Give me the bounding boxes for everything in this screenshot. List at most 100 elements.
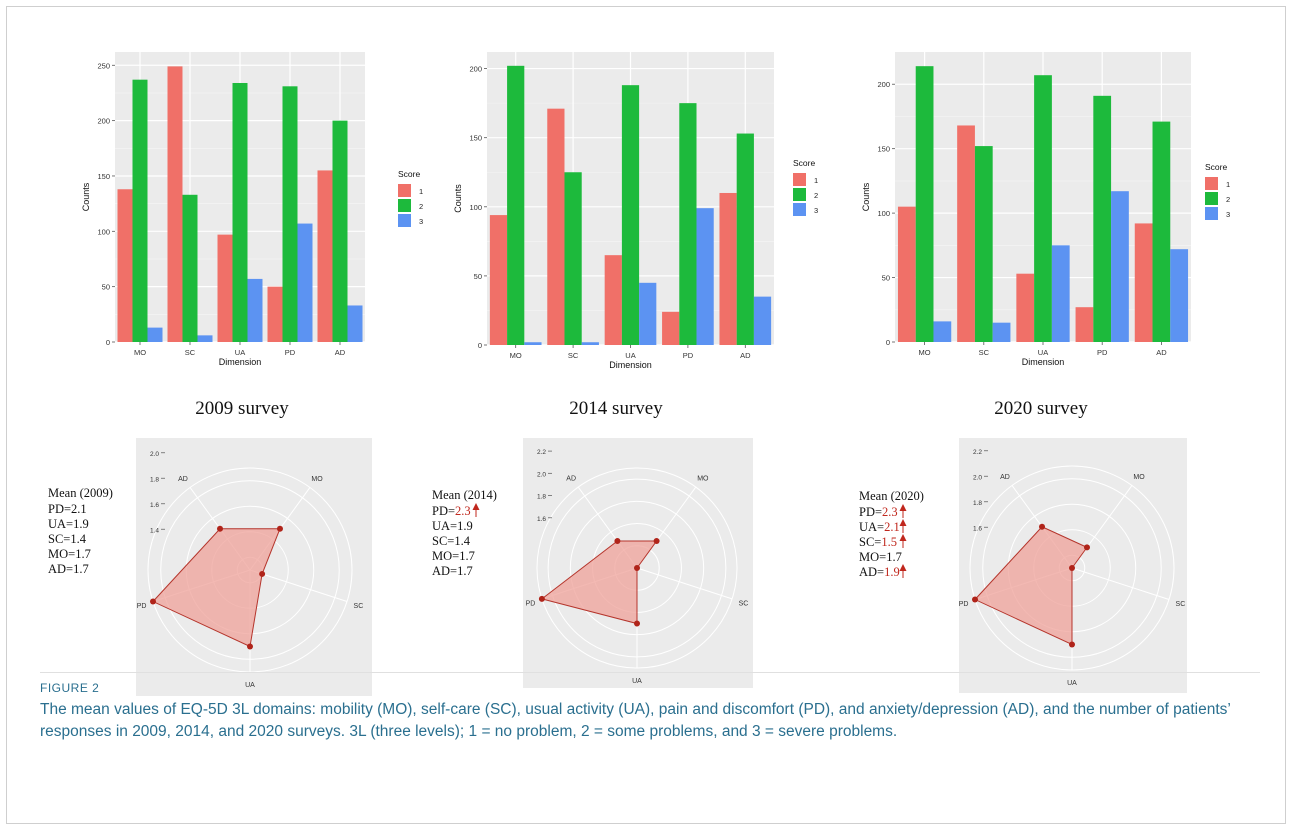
radar-legend-entry-pd: PD=2.1	[48, 502, 87, 516]
legend-entry-value: 1.7	[886, 550, 902, 564]
bar-sc-score1	[547, 108, 565, 345]
legend-entry-value: 1.9	[73, 517, 89, 531]
legend-title: Score	[1205, 162, 1227, 172]
bar-ua-score2	[621, 85, 640, 346]
radar-point-ua	[247, 643, 253, 650]
y-tick-label: 100	[97, 227, 110, 236]
radar-legend-entry-mo: MO=1.7	[432, 549, 475, 563]
legend-entry-value: 2.3	[882, 505, 898, 519]
radar-axis-label-sc: SC	[1176, 601, 1186, 608]
y-tick-label: 50	[882, 274, 890, 283]
legend-label-score3: 3	[1226, 210, 1230, 219]
radar-tick-label: 1.8	[150, 476, 159, 483]
radar-axis-label-pd: PD	[137, 603, 147, 610]
legend-swatch-score2	[1205, 192, 1218, 205]
legend-swatch-score2	[793, 188, 806, 201]
y-tick-label: 0	[886, 338, 890, 347]
radar-tick-label: 1.6	[537, 516, 546, 523]
y-axis-title: Counts	[81, 182, 91, 211]
x-tick-label: MO	[510, 351, 522, 360]
radar-polygon	[152, 528, 281, 648]
radar-legend-title: Mean (2014)	[432, 488, 497, 502]
radar-legend-entry-sc: SC=1.4	[432, 534, 471, 548]
x-axis-title: Dimension	[1022, 357, 1065, 367]
bar-ad-score2	[736, 133, 754, 345]
increase-arrow-icon	[899, 564, 907, 571]
legend-entry-key: SC=	[859, 535, 881, 549]
legend-label-score3: 3	[419, 217, 423, 226]
x-tick-label: SC	[185, 348, 196, 357]
legend-label-score1: 1	[814, 176, 818, 185]
legend-entry-value: 1.9	[457, 519, 473, 533]
bar-pd-score2	[679, 103, 697, 345]
legend-entry-value: 1.7	[459, 549, 475, 563]
bar-chart-3: 0 50 100 150 200 MO SC UA PD AD Dimension Counts Sco…	[861, 52, 1230, 419]
radar-spoke	[636, 567, 733, 600]
bar-pd-score1	[662, 311, 680, 345]
radar-chart-3: MO SC UA PD AD 1.6 1.8 2.0 2.2 Mean (2020) PD=2.3U…	[859, 438, 1187, 693]
radar-axis-label-mo: MO	[1133, 474, 1145, 481]
radar-tick-label: 1.8	[973, 500, 982, 507]
bar-ua-score3	[639, 282, 657, 345]
radar-point-ua	[1069, 641, 1075, 648]
x-tick-label: PD	[683, 351, 694, 360]
bar-pd-score1	[1075, 307, 1094, 342]
radar-point-ua	[634, 620, 640, 627]
radar-axis-label-mo: MO	[697, 475, 709, 482]
y-tick-label: 50	[474, 272, 482, 281]
radar-tick-label: 2.2	[537, 449, 546, 456]
x-axis-title: Dimension	[609, 360, 652, 370]
bar-chart-2: 0 50 100 150 200 MO SC UA PD AD Dimension Counts Sco…	[453, 52, 818, 419]
legend-swatch-score1	[793, 173, 806, 186]
legend-label-score2: 2	[814, 191, 818, 200]
bar-ua-score1	[217, 234, 233, 342]
radar-legend-entry-ad: AD=1.7	[432, 564, 473, 578]
bar-ua-score1	[1016, 273, 1035, 342]
radar-point-sc	[1069, 565, 1075, 571]
bar-pd-score3	[297, 223, 313, 342]
x-tick-label: AD	[335, 348, 346, 357]
legend-entry-key: SC=	[432, 534, 454, 548]
radar-chart-1: MO SC UA PD AD 1.4 1.6 1.8 2.0 Mean (2009) PD=2.1U…	[48, 438, 372, 696]
legend-title: Score	[398, 169, 420, 179]
increase-arrow-icon	[899, 504, 907, 511]
legend-title: Score	[793, 158, 815, 168]
radar-axis-label-ua: UA	[1067, 680, 1077, 687]
legend-entry-key: PD=	[859, 505, 882, 519]
radar-point-ad	[1039, 523, 1046, 530]
radar-point-pd	[149, 598, 156, 605]
y-tick-label: 150	[97, 172, 110, 181]
y-tick-label: 200	[469, 65, 482, 74]
radar-legend-entry-ua: UA=1.9	[48, 517, 89, 531]
caption-divider	[40, 672, 1260, 673]
x-tick-label: UA	[625, 351, 635, 360]
y-axis-title: Counts	[453, 184, 463, 213]
radar-point-sc	[259, 570, 266, 577]
y-tick-label: 200	[877, 80, 890, 89]
bar-sc-score3	[581, 342, 599, 345]
radar-chart-2: MO SC UA PD AD 1.6 1.8 2.0 2.2 Mean (2014) PD=2.3U…	[432, 438, 753, 688]
radar-polygon	[974, 526, 1088, 646]
bar-sc-score3	[197, 335, 213, 342]
bar-ad-score1	[1134, 223, 1153, 342]
y-axis-title: Counts	[861, 182, 871, 211]
x-tick-label: AD	[740, 351, 751, 360]
increase-arrow-icon	[899, 534, 907, 541]
radar-legend-entry-mo: MO=1.7	[859, 550, 902, 564]
x-axis-title: Dimension	[219, 357, 262, 367]
legend-entry-key: UA=	[859, 520, 884, 534]
radar-legend-entry-sc: SC=1.4	[48, 532, 87, 546]
legend-entry-key: AD=	[859, 565, 884, 579]
legend-entry-value: 1.5	[881, 535, 897, 549]
radar-legend-entry-ad: AD=1.7	[48, 562, 89, 576]
legend-swatch-score2	[398, 199, 411, 212]
increase-arrow-icon	[899, 519, 907, 526]
radar-tick-label: 1.6	[973, 525, 982, 532]
bar-pd-score3	[696, 208, 714, 345]
radar-point-mo	[276, 525, 283, 532]
bar-pd-score1	[267, 286, 283, 342]
radar-tick-label: 2.0	[150, 451, 159, 458]
legend-swatch-score3	[1205, 207, 1218, 220]
bar-sc-score1	[167, 66, 183, 342]
